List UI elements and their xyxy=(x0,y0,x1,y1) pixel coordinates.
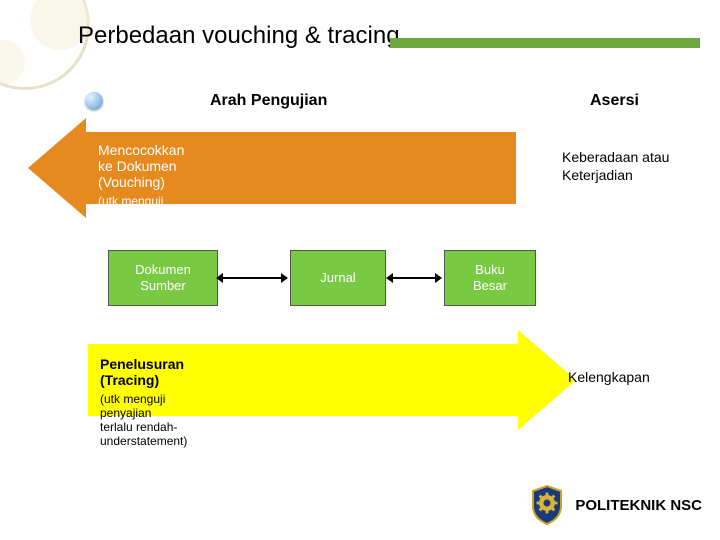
footer: POLITEKNIK NSC xyxy=(529,484,702,526)
vouching-line2: (utk menguji penyajian terlalu tinggi-ov… xyxy=(98,194,184,250)
bullet-icon xyxy=(85,92,103,110)
politeknik-logo-icon xyxy=(529,484,565,526)
vouching-arrow-text: Mencocokkan ke Dokumen (Vouching) (utk m… xyxy=(98,142,184,250)
asersi-keberadaan: Keberadaan atauKeterjadian xyxy=(562,148,669,184)
tracing-line1: Penelusuran (Tracing) xyxy=(100,356,187,388)
asersi-kelengkapan: Kelengkapan xyxy=(568,368,650,386)
title-rule xyxy=(390,38,700,48)
footer-label: POLITEKNIK NSC xyxy=(575,497,702,514)
header-arah-pengujian: Arah Pengujian xyxy=(210,92,327,110)
vouching-line1: Mencocokkan ke Dokumen (Vouching) xyxy=(98,142,184,190)
double-arrow-connector-icon xyxy=(392,277,436,279)
arrow-head-icon xyxy=(28,118,86,218)
tracing-arrow-text: Penelusuran (Tracing) (utk menguji penya… xyxy=(100,356,187,448)
header-asersi: Asersi xyxy=(590,92,639,110)
double-arrow-connector-icon xyxy=(222,277,282,279)
process-box: BukuBesar xyxy=(444,250,536,306)
tracing-line2: (utk menguji penyajian terlalu rendah-un… xyxy=(100,392,187,448)
process-box: DokumenSumber xyxy=(108,250,218,306)
process-box: Jurnal xyxy=(290,250,386,306)
slide-title: Perbedaan vouching & tracing xyxy=(78,22,400,50)
